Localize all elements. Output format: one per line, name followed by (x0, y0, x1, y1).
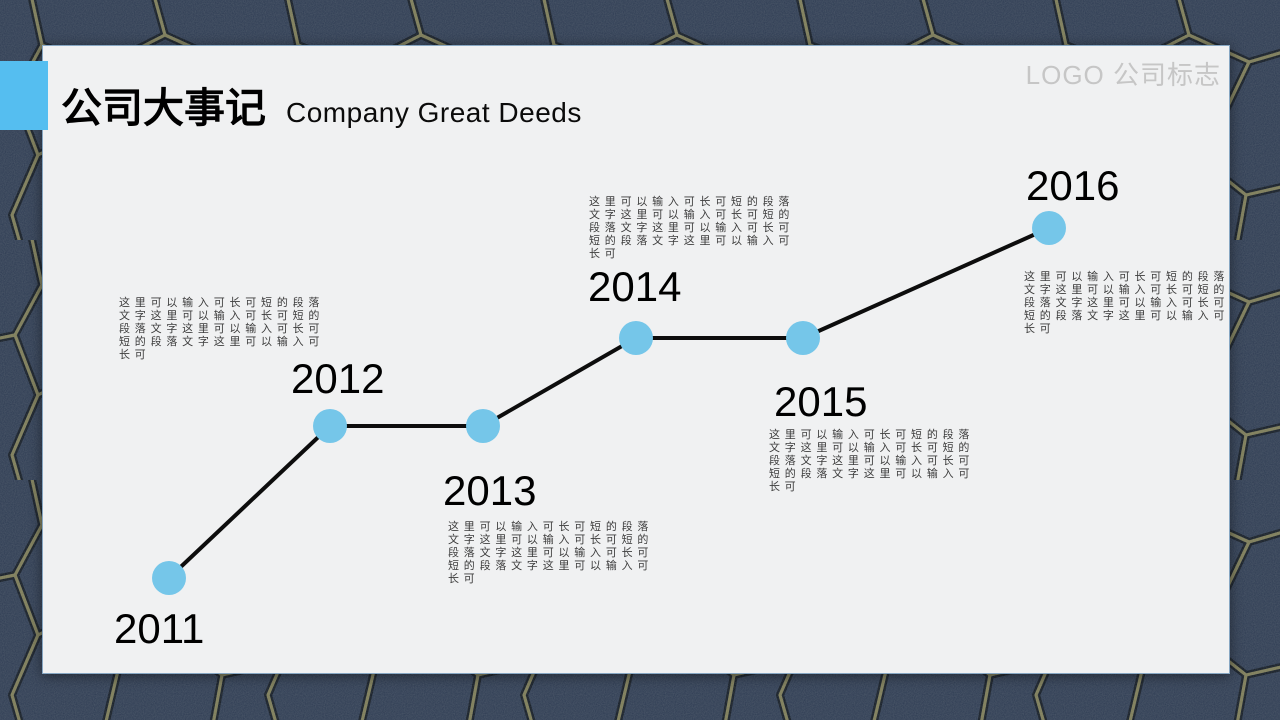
timeline-dot-2012 (313, 409, 347, 443)
milestone-description-2013: 这里可以输入可长可短的段落文字这里可以输入可长可短的段落文字这里可以输入可长可短… (448, 521, 653, 585)
timeline-connector-line (167, 226, 1050, 580)
milestone-description-2015: 这里可以输入可长可短的段落文字这里可以输入可长可短的段落文字这里可以输入可长可短… (769, 429, 974, 493)
logo-placeholder-text: LOGO 公司标志 (1025, 60, 1221, 90)
slide-surface: LOGO 公司标志 公司大事记 Company Great Deeds 2011… (42, 45, 1230, 674)
milestone-description-2016: 这里可以输入可长可短的段落文字这里可以输入可长可短的段落文字这里可以输入可长可短… (1024, 271, 1229, 335)
slide-title: 公司大事记 (61, 85, 266, 131)
year-label-2013: 2013 (443, 467, 537, 514)
timeline-dot-2011 (152, 561, 186, 595)
milestone-description-2012: 这里可以输入可长可短的段落文字这里可以输入可长可短的段落文字这里可以输入可长可短… (119, 297, 324, 361)
timeline-dot-2013 (466, 409, 500, 443)
year-label-2012: 2012 (291, 355, 385, 402)
timeline-dot-2014 (619, 321, 653, 355)
year-label-2016: 2016 (1026, 162, 1120, 209)
title-block: 公司大事记 Company Great Deeds (61, 74, 582, 134)
milestone-description-2014: 这里可以输入可长可短的段落文字这里可以输入可长可短的段落文字这里可以输入可长可短… (589, 196, 794, 260)
year-label-2015: 2015 (774, 378, 868, 425)
year-label-2014: 2014 (588, 263, 682, 310)
title-accent-bar (0, 61, 48, 130)
year-label-2011: 2011 (114, 605, 205, 652)
timeline-dot-2015 (786, 321, 820, 355)
slide-subtitle: Company Great Deeds (286, 97, 582, 128)
timeline-dot-2016 (1032, 211, 1066, 245)
